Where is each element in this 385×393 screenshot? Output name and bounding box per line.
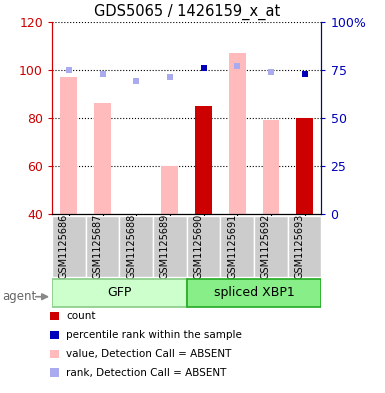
- Text: spliced XBP1: spliced XBP1: [214, 286, 295, 299]
- Bar: [296, 118, 313, 214]
- Text: percentile rank within the sample: percentile rank within the sample: [66, 330, 242, 340]
- Bar: [94, 103, 111, 214]
- Text: GSM1125686: GSM1125686: [59, 214, 69, 279]
- Bar: [161, 166, 178, 214]
- Bar: [153, 216, 187, 277]
- Text: GSM1125693: GSM1125693: [295, 214, 305, 279]
- Text: GSM1125687: GSM1125687: [92, 214, 102, 279]
- Bar: [229, 53, 246, 214]
- Text: GSM1125688: GSM1125688: [126, 214, 136, 279]
- Text: agent: agent: [2, 290, 36, 303]
- Bar: [85, 216, 119, 277]
- Text: rank, Detection Call = ABSENT: rank, Detection Call = ABSENT: [66, 368, 227, 378]
- Text: GSM1125692: GSM1125692: [261, 214, 271, 279]
- Bar: [288, 216, 321, 277]
- Bar: [254, 216, 288, 277]
- Bar: [52, 216, 85, 277]
- Text: GSM1125689: GSM1125689: [160, 214, 170, 279]
- Text: GSM1125690: GSM1125690: [194, 214, 204, 279]
- Text: count: count: [66, 311, 96, 321]
- Bar: [119, 216, 153, 277]
- Text: value, Detection Call = ABSENT: value, Detection Call = ABSENT: [66, 349, 232, 359]
- Bar: [220, 216, 254, 277]
- Bar: [60, 77, 77, 214]
- Text: GSM1125691: GSM1125691: [227, 214, 237, 279]
- Text: GFP: GFP: [107, 286, 132, 299]
- Bar: [187, 279, 321, 307]
- Title: GDS5065 / 1426159_x_at: GDS5065 / 1426159_x_at: [94, 4, 280, 20]
- Bar: [263, 120, 280, 214]
- Bar: [195, 106, 212, 214]
- Bar: [187, 216, 220, 277]
- Bar: [52, 279, 187, 307]
